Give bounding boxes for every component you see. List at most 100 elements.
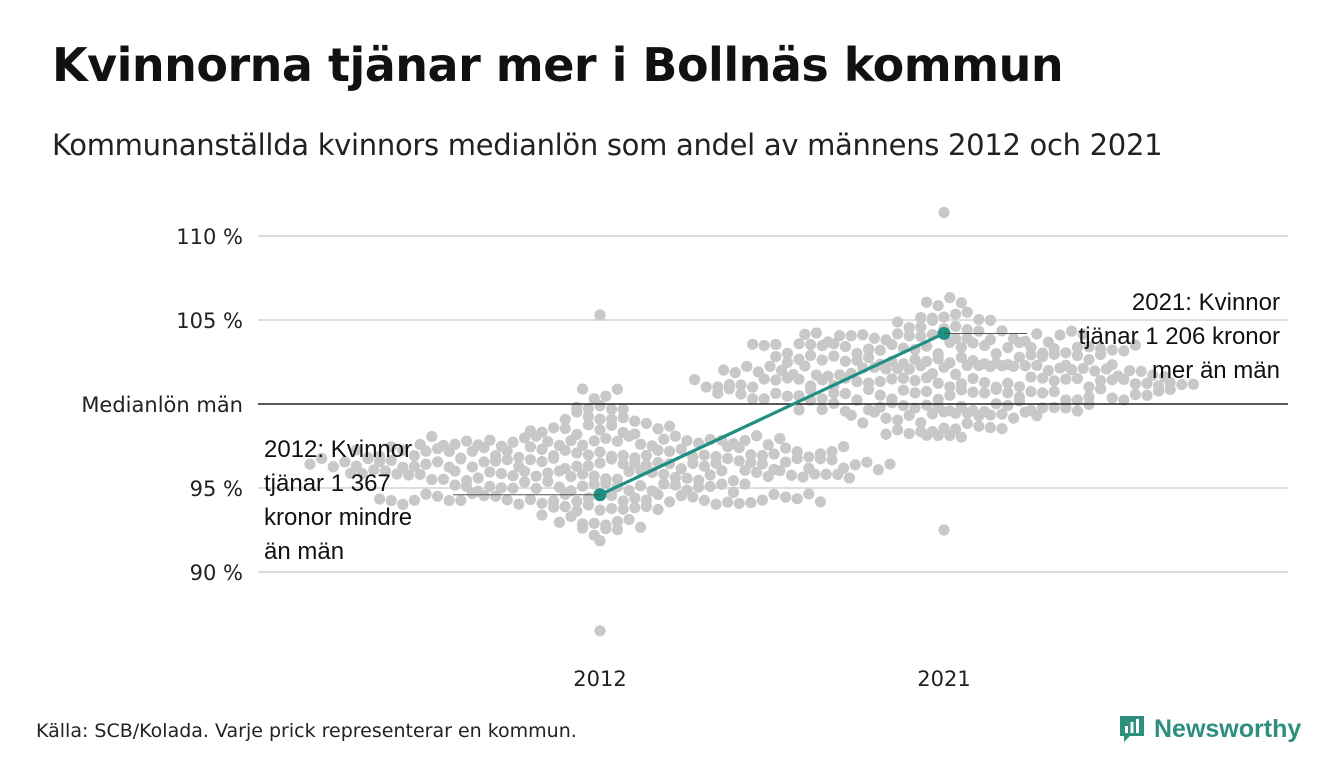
municipality-dot <box>816 374 828 386</box>
municipality-dot <box>729 367 741 379</box>
municipality-dot <box>733 442 745 454</box>
municipality-dot <box>495 468 507 480</box>
municipality-dot <box>955 297 968 309</box>
municipality-dot <box>600 523 612 535</box>
municipality-dot <box>559 422 571 435</box>
municipality-dot <box>652 444 664 456</box>
municipality-dot <box>664 496 676 508</box>
municipality-dot <box>747 338 759 350</box>
municipality-dot <box>443 445 455 458</box>
municipality-dot <box>1019 406 1031 418</box>
municipality-dot <box>548 422 560 434</box>
municipality-dot <box>1002 341 1014 354</box>
municipality-dot <box>880 363 892 375</box>
municipality-dot <box>594 424 606 436</box>
municipality-dot <box>1031 328 1043 340</box>
municipality-dot <box>368 464 380 476</box>
municipality-dot <box>1083 354 1095 366</box>
municipality-dot <box>600 478 612 490</box>
municipality-dot <box>849 459 861 471</box>
municipality-dot <box>944 292 956 304</box>
municipality-dot <box>793 373 805 385</box>
municipality-dot <box>1118 373 1130 386</box>
municipality-dot <box>635 521 647 533</box>
municipality-dot <box>851 394 863 406</box>
municipality-dot <box>1060 402 1072 414</box>
municipality-dot <box>582 449 595 461</box>
municipality-dot <box>816 354 828 366</box>
municipality-dot <box>915 321 927 333</box>
municipality-dot <box>820 468 832 480</box>
municipality-dot <box>594 504 606 516</box>
municipality-dot <box>530 482 542 495</box>
municipality-dot <box>1002 377 1014 389</box>
municipality-dot <box>594 400 606 412</box>
municipality-dot <box>938 311 950 323</box>
municipality-dot <box>868 406 881 418</box>
municipality-dot <box>582 460 595 472</box>
municipality-dot <box>449 479 461 491</box>
municipality-dot <box>426 430 438 443</box>
municipality-dot <box>1095 348 1107 361</box>
municipality-dot <box>1153 385 1165 397</box>
municipality-dot <box>408 494 420 506</box>
municipality-dot <box>519 465 531 478</box>
municipality-dot <box>530 430 542 442</box>
municipality-dot <box>1164 383 1176 396</box>
municipality-dot <box>536 443 548 455</box>
municipality-dot <box>872 464 885 476</box>
municipality-dot <box>915 312 927 324</box>
municipality-dot <box>582 410 595 423</box>
municipality-dot <box>582 419 595 431</box>
municipality-dot <box>374 493 386 505</box>
municipality-dot <box>938 524 950 536</box>
municipality-dot <box>542 467 554 479</box>
municipality-dot <box>932 377 944 389</box>
municipality-dots <box>304 206 1199 637</box>
municipality-dot <box>915 330 927 343</box>
municipality-dot <box>861 456 873 468</box>
newsworthy-logo[interactable]: Newsworthy <box>1118 714 1301 744</box>
municipality-dot <box>397 444 409 456</box>
municipality-dot <box>1135 365 1147 377</box>
municipality-dot <box>1118 345 1130 357</box>
municipality-dot <box>926 408 939 420</box>
municipality-dot <box>640 449 653 462</box>
municipality-dot <box>741 360 753 372</box>
municipality-dot <box>745 449 757 461</box>
gridlines <box>258 235 1288 573</box>
municipality-dot <box>839 387 852 400</box>
municipality-dot <box>1095 375 1107 387</box>
municipality-dot <box>681 435 693 447</box>
municipality-dot <box>698 460 711 472</box>
municipality-dot <box>944 336 956 348</box>
x-tick-label-2021: 2021 <box>917 667 970 691</box>
municipality-dot <box>1025 349 1037 361</box>
municipality-dot <box>816 403 828 416</box>
municipality-dot <box>1008 412 1020 424</box>
municipality-dot <box>996 360 1008 372</box>
municipality-dot <box>909 387 921 399</box>
municipality-dot <box>892 316 904 328</box>
chart-title: Kvinnorna tjänar mer i Bollnäs kommun <box>52 38 1064 92</box>
municipality-dot <box>973 313 985 326</box>
municipality-dot <box>640 417 653 430</box>
municipality-dot <box>443 494 455 507</box>
municipality-dot <box>793 404 805 416</box>
municipality-dot <box>727 475 740 487</box>
annotation-2012-line: 2012: Kvinnor <box>264 436 412 463</box>
x-axis-labels: 2012 2021 <box>573 667 970 691</box>
municipality-dot <box>739 464 751 476</box>
municipality-dot <box>524 493 537 505</box>
reference-line-group: Medianlön män <box>81 393 1288 417</box>
municipality-dot <box>1025 371 1037 383</box>
municipality-dot <box>756 458 769 470</box>
municipality-dot <box>559 501 571 513</box>
municipality-dot <box>606 419 618 431</box>
municipality-dot <box>600 432 612 445</box>
annotation-2012-line: kronor mindre <box>264 504 412 531</box>
municipality-dot <box>839 355 852 367</box>
municipality-dot <box>536 497 548 509</box>
municipality-dot <box>915 416 927 429</box>
municipality-dot <box>921 399 933 411</box>
